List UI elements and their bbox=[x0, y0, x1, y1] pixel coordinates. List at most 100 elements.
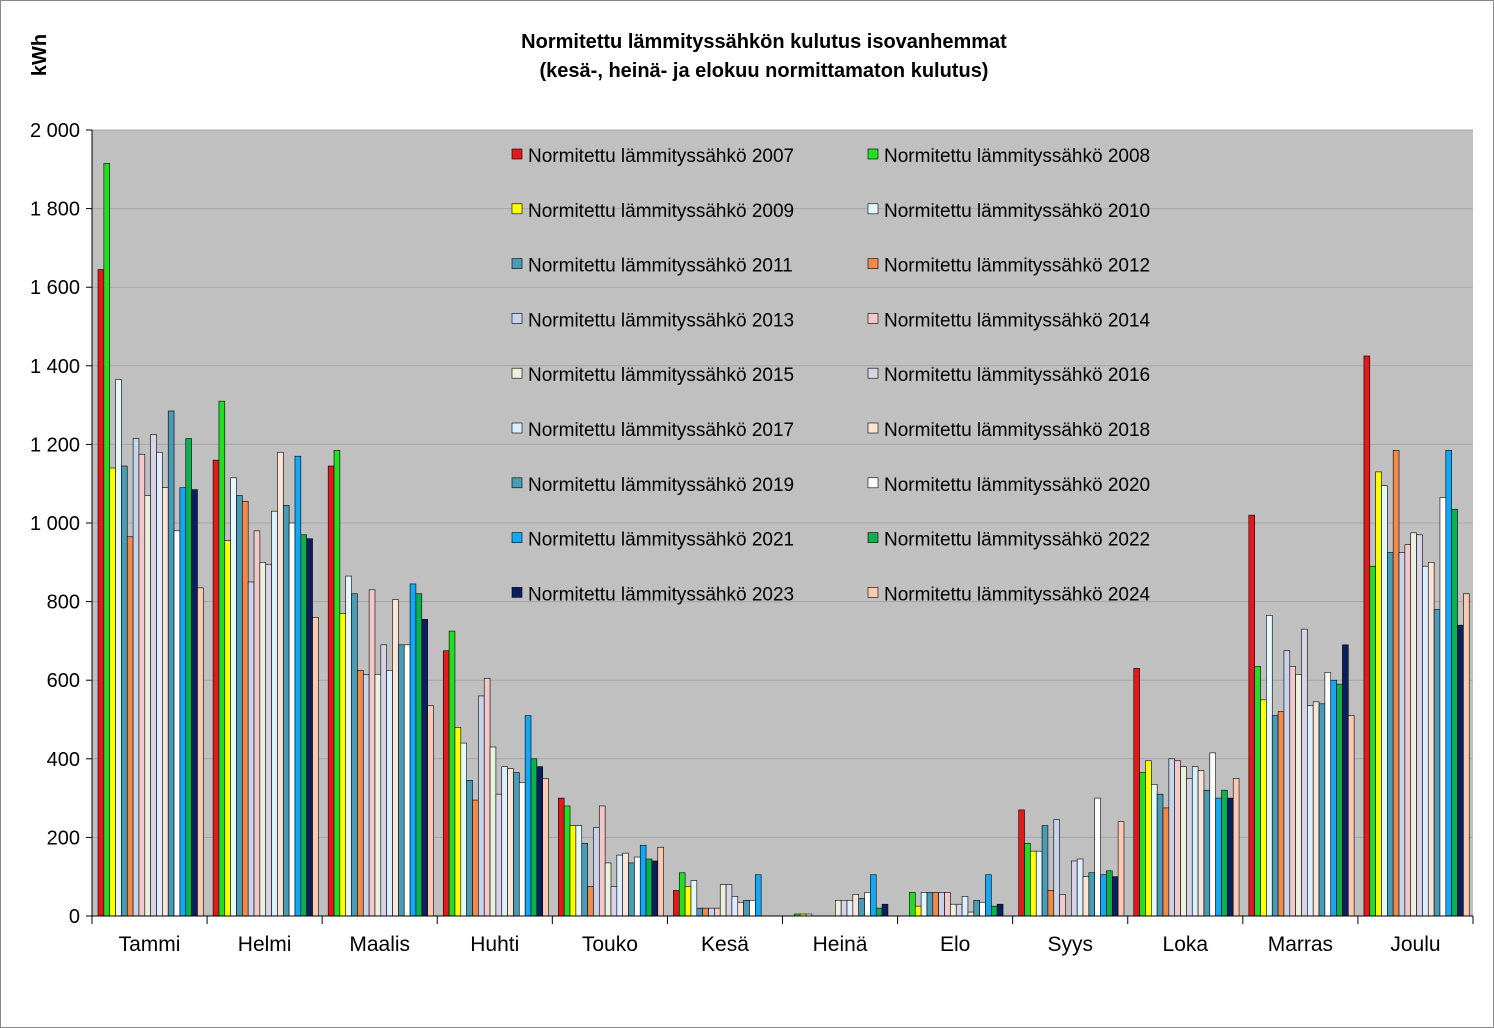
bar bbox=[489, 746, 497, 917]
y-tick-label: 2 000 bbox=[30, 120, 80, 142]
axes-group: 0 200 400 600 800 1 000 1 200 1 400 1 600 1 800 2 … bbox=[30, 120, 1474, 956]
bar bbox=[271, 510, 278, 917]
bar bbox=[714, 907, 721, 917]
bar bbox=[362, 674, 370, 917]
bar bbox=[518, 782, 526, 917]
bar bbox=[1035, 850, 1043, 917]
bar bbox=[351, 593, 358, 917]
bar bbox=[1071, 860, 1078, 917]
bar bbox=[1427, 561, 1435, 917]
bar bbox=[282, 505, 290, 917]
bar bbox=[224, 540, 231, 917]
legend-label: Normitettu lämmityssähkö 2016 bbox=[884, 365, 1150, 386]
bar bbox=[926, 892, 934, 917]
legend-label: Normitettu lämmityssähkö 2009 bbox=[528, 201, 794, 222]
bar bbox=[345, 575, 352, 917]
legend-swatch bbox=[511, 148, 523, 160]
bar bbox=[1342, 644, 1349, 917]
bar bbox=[339, 613, 347, 917]
bar bbox=[864, 892, 871, 917]
y-tick-label: 0 bbox=[69, 906, 80, 928]
bar bbox=[858, 898, 865, 917]
x-tick-label: Loka bbox=[1163, 933, 1209, 956]
bar bbox=[1381, 485, 1388, 917]
bar bbox=[967, 911, 975, 917]
bar bbox=[1082, 876, 1090, 917]
bar bbox=[478, 695, 485, 917]
bar bbox=[914, 905, 922, 917]
bar bbox=[1387, 552, 1394, 917]
y-tick-label: 200 bbox=[47, 827, 80, 849]
bar bbox=[179, 487, 187, 917]
bar bbox=[448, 630, 456, 917]
legend-label: Normitettu lämmityssähkö 2015 bbox=[528, 365, 794, 386]
legend-swatch bbox=[511, 422, 523, 434]
bar bbox=[846, 899, 854, 917]
legend-label: Normitettu lämmityssähkö 2021 bbox=[528, 530, 794, 551]
bar bbox=[109, 467, 116, 917]
bar bbox=[300, 534, 307, 917]
bar bbox=[696, 907, 703, 917]
bar bbox=[277, 451, 284, 917]
bar bbox=[1168, 758, 1175, 917]
bar bbox=[357, 670, 364, 917]
bar bbox=[536, 766, 543, 917]
bar bbox=[1271, 715, 1279, 917]
bar bbox=[1174, 760, 1181, 917]
bar bbox=[1260, 699, 1267, 917]
bar bbox=[1197, 770, 1205, 917]
bar bbox=[150, 434, 157, 917]
bar bbox=[1180, 766, 1187, 917]
bar bbox=[725, 884, 733, 917]
bar bbox=[1416, 534, 1423, 917]
bar bbox=[1151, 784, 1158, 917]
bar bbox=[415, 593, 423, 917]
bar bbox=[542, 778, 549, 917]
y-tick-label: 1 400 bbox=[30, 356, 80, 378]
bar bbox=[1221, 789, 1228, 917]
bar bbox=[1347, 715, 1355, 917]
bar bbox=[1094, 797, 1101, 917]
bar bbox=[374, 674, 382, 917]
bar bbox=[507, 768, 514, 917]
bar bbox=[1457, 624, 1464, 917]
y-axis-label: kWh bbox=[29, 34, 51, 76]
x-tick-label: Helmi bbox=[238, 933, 292, 956]
bar bbox=[634, 856, 641, 917]
bar bbox=[1047, 890, 1055, 917]
bar bbox=[628, 862, 635, 917]
bar bbox=[1375, 471, 1382, 917]
bar bbox=[1318, 703, 1326, 917]
bar bbox=[950, 903, 957, 917]
bar bbox=[1018, 809, 1025, 917]
bar bbox=[1266, 615, 1273, 917]
bar bbox=[167, 410, 175, 917]
bar bbox=[1392, 449, 1400, 917]
bar bbox=[909, 892, 916, 917]
bar bbox=[162, 487, 169, 917]
legend-swatch bbox=[867, 258, 879, 269]
legend-label: Normitettu lämmityssähkö 2012 bbox=[884, 256, 1150, 277]
bar bbox=[737, 901, 744, 917]
bar bbox=[593, 827, 600, 917]
legend-swatch bbox=[511, 203, 523, 215]
bar bbox=[690, 880, 698, 917]
bar bbox=[212, 459, 220, 917]
bar bbox=[236, 495, 243, 917]
legend-swatch bbox=[867, 367, 879, 379]
bar bbox=[1463, 593, 1470, 917]
bar bbox=[938, 892, 945, 917]
bar bbox=[312, 617, 319, 917]
y-tick-label: 1 000 bbox=[30, 513, 80, 535]
bar bbox=[427, 705, 434, 917]
bar bbox=[1133, 668, 1140, 917]
bar bbox=[185, 438, 192, 917]
legend-swatch bbox=[867, 148, 879, 160]
bar bbox=[955, 903, 963, 917]
legend-swatch bbox=[867, 532, 879, 543]
y-tick-label: 800 bbox=[47, 592, 80, 614]
x-tick-label: Joulu bbox=[1390, 933, 1440, 956]
bar bbox=[996, 903, 1004, 917]
chart-subtitle: (kesä-, heinä- ja elokuu normittamaton k… bbox=[540, 60, 989, 82]
legend-swatch bbox=[867, 203, 879, 215]
